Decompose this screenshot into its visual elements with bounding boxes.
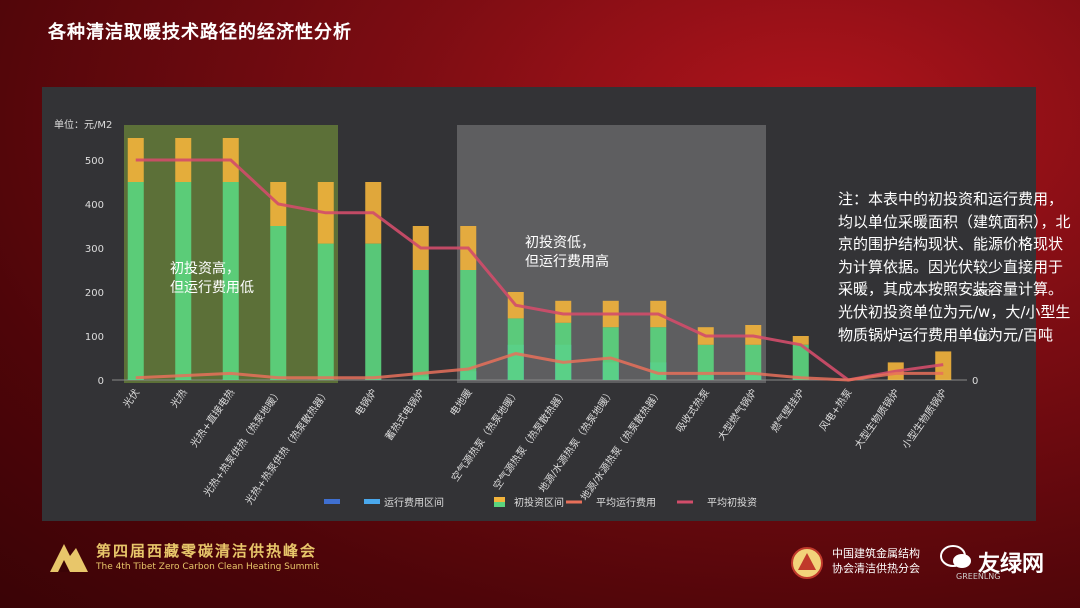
note-text: 注：本表中的初投资和运行费用，均以单位采暖面积（建筑面积），北京的围护结构现状、… bbox=[838, 190, 1071, 344]
y2-tick-label: 0 bbox=[972, 376, 978, 387]
chart-annotation: 初投资低， bbox=[525, 234, 595, 251]
investment-range-bar bbox=[507, 318, 524, 380]
investment-upper-bar bbox=[555, 300, 572, 323]
chart-annotation: 初投资高， bbox=[170, 260, 240, 277]
y-tick-label: 100 bbox=[85, 332, 104, 343]
association-line-2: 协会清洁供热分会 bbox=[832, 562, 920, 575]
category-label: 电锅炉 bbox=[352, 386, 380, 418]
investment-range-bar bbox=[175, 182, 192, 380]
legend-label: 初投资区间 bbox=[514, 496, 564, 509]
y-tick-label: 200 bbox=[85, 288, 104, 299]
y2-tick-label: 200 bbox=[972, 288, 991, 299]
category-label: 大型燃气锅炉 bbox=[715, 386, 760, 443]
investment-range-bar bbox=[650, 327, 667, 380]
association-line-1: 中国建筑金属结构 bbox=[832, 547, 920, 560]
watermark-subtext: GREENLNG bbox=[956, 572, 1001, 581]
summit-name-cn: 第四届西藏零碳清洁供热峰会 bbox=[96, 542, 318, 560]
investment-range-bar bbox=[792, 344, 809, 380]
legend-swatch bbox=[364, 499, 380, 504]
category-label: 蓄热式电锅炉 bbox=[382, 386, 427, 443]
y-tick-label: 400 bbox=[85, 200, 104, 211]
investment-range-bar bbox=[745, 344, 762, 380]
y2-tick-label: 100 bbox=[972, 332, 991, 343]
y-tick-label: 0 bbox=[98, 376, 104, 387]
investment-range-bar bbox=[697, 344, 714, 380]
category-label: 光热+热泵供热（热泵散热器） bbox=[242, 386, 332, 507]
category-label: 大型生物质锅炉 bbox=[851, 386, 902, 451]
wechat-icon bbox=[940, 545, 971, 568]
investment-range-bar bbox=[365, 243, 382, 380]
legend-swatch bbox=[494, 497, 505, 502]
association-name: 中国建筑金属结构 协会清洁供热分会 bbox=[832, 546, 920, 576]
chart-panel: 单位：元/M2 0 100 200 300 400 500 0 100 200 光伏 光热 光热+直接电… bbox=[42, 87, 1071, 521]
investment-range-bar bbox=[127, 182, 144, 380]
slide-title: 各种清洁取暖技术路径的经济性分析 bbox=[48, 22, 352, 43]
investment-range-bar bbox=[460, 270, 477, 380]
category-label: 小型生物质锅炉 bbox=[899, 386, 950, 451]
legend-label: 平均运行费用 bbox=[596, 496, 656, 509]
investment-range-bar bbox=[270, 226, 287, 380]
y-tick-label: 500 bbox=[85, 156, 104, 167]
avg-investment-line bbox=[135, 158, 944, 382]
investment-range-bar bbox=[555, 322, 572, 380]
chart-annotation: 但运行费用高 bbox=[525, 253, 609, 270]
category-label: 光伏 bbox=[120, 386, 142, 410]
y-tick-label: 300 bbox=[85, 244, 104, 255]
summit-name-en: The 4th Tibet Zero Carbon Clean Heating … bbox=[96, 562, 320, 572]
chart-annotation: 但运行费用低 bbox=[170, 280, 254, 296]
category-label: 光热+热泵供热（热泵地暖） bbox=[200, 386, 284, 499]
investment-range-bar bbox=[222, 182, 239, 380]
category-label: 吸收式热泵 bbox=[673, 386, 712, 434]
association-logo-icon bbox=[791, 547, 823, 579]
investment-range-bar bbox=[412, 270, 429, 380]
legend-swatch bbox=[494, 502, 505, 507]
avg-operating-line bbox=[135, 352, 944, 382]
legend-label: 平均初投资 bbox=[707, 496, 757, 509]
category-label: 光热+直接电热 bbox=[187, 386, 237, 449]
category-label: 燃气壁挂炉 bbox=[768, 386, 807, 434]
category-label: 风电+热泵 bbox=[816, 386, 854, 433]
legend-swatch bbox=[324, 499, 340, 504]
y-axis-unit-label: 单位：元/M2 bbox=[54, 118, 112, 131]
mountain-logo-icon bbox=[50, 544, 88, 572]
category-label: 电地暖 bbox=[447, 386, 475, 418]
investment-range-bar bbox=[602, 327, 619, 380]
summit-branding: 第四届西藏零碳清洁供热峰会 The 4th Tibet Zero Carbon … bbox=[48, 536, 348, 580]
organizer-branding: 中国建筑金属结构 协会清洁供热分会 友绿网 GREENLNG bbox=[790, 542, 1080, 592]
investment-upper-bar bbox=[792, 336, 809, 345]
legend-label: 运行费用区间 bbox=[384, 496, 444, 509]
watermark-text: 友绿网 bbox=[978, 552, 1045, 577]
category-label: 地源/水源热泵（热泵散热器） bbox=[578, 386, 665, 503]
category-label: 光热 bbox=[168, 386, 190, 410]
economic-analysis-chart: 单位：元/M2 0 100 200 300 400 500 0 100 200 光伏 光热 光热+直接电… bbox=[54, 118, 991, 509]
investment-range-bar bbox=[317, 243, 334, 380]
